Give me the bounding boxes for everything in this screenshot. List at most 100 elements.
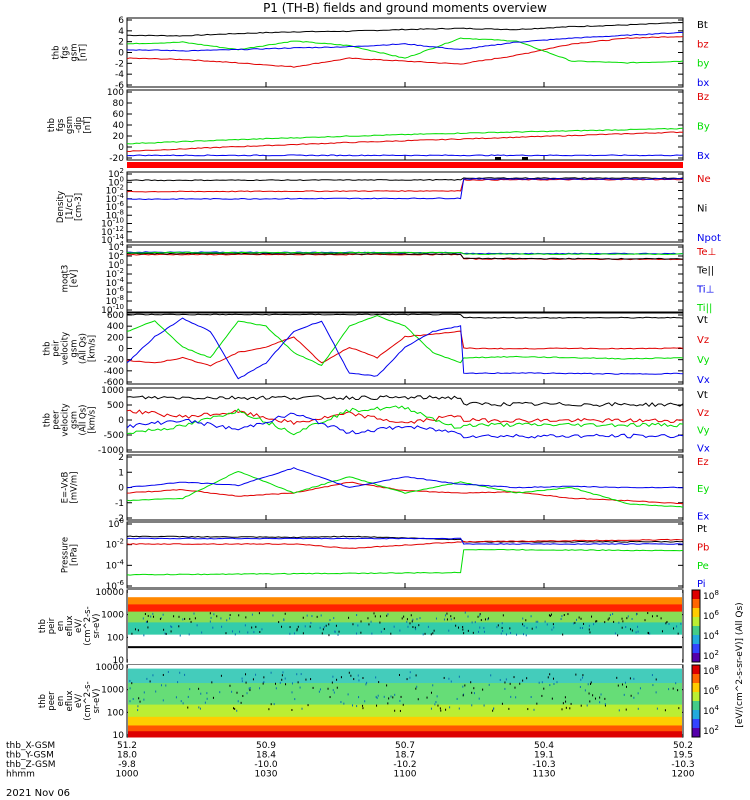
spectrogram-speckle [499,678,501,681]
colorbar-segment [692,653,700,663]
spectrogram-speckle [647,612,649,615]
spectrogram-speckle [201,631,203,634]
y-tick-label: 10-8 [106,208,124,221]
spectrogram-speckle [415,674,417,677]
spectrogram-speckle [358,679,360,682]
spectrogram-speckle [677,689,679,692]
colorbar-segment [692,599,700,609]
spectrogram-speckle [625,685,627,688]
spectrogram-speckle [383,627,385,630]
spectrogram-speckle [142,617,144,620]
spectrogram-speckle [588,624,590,627]
spectrogram-speckle [624,681,626,684]
spectrogram-speckle [535,626,537,629]
series-vy-line [126,314,684,366]
spectrogram-speckle [337,633,339,636]
spectrogram-speckle [390,632,392,635]
spectrogram-speckle [434,703,436,706]
spectrogram-speckle [409,622,411,625]
spectrogram-speckle [170,625,172,628]
spectrogram-speckle [234,707,236,710]
spectrogram-speckle [673,627,675,630]
spectrogram-speckle [604,621,606,624]
colorbar-segment [692,644,700,654]
spectrogram-speckle [165,632,167,635]
spectrogram-speckle [578,616,580,619]
y-tick-label: -500 [104,431,125,441]
spectrogram-speckle [565,700,567,703]
legend-pt: Pt [697,524,707,535]
spectrogram-speckle [622,620,624,623]
y-tick-label: 1 [118,468,124,478]
spectrogram-speckle [245,681,247,684]
spectrogram-speckle [588,692,590,695]
spectrogram-speckle [612,613,614,616]
spectrogram-speckle [496,626,498,629]
y-tick-label: 10-10 [101,217,124,230]
colorbar-segment [692,665,700,675]
spectrogram-speckle [651,615,653,618]
spectrogram-speckle [409,671,411,674]
spectrogram-speckle [327,687,329,690]
spectrogram-speckle [366,681,368,684]
panel-ylabel-line: peir [47,617,57,634]
spectrogram-speckle [245,616,247,619]
spectrogram-speckle [129,700,131,703]
panel-ylabel-line: eflux [65,615,75,636]
spectrogram-speckle [504,687,506,690]
y-tick-label: 100 [107,708,124,718]
spectrogram-speckle [631,629,633,632]
orbit-row-value: 1130 [533,770,556,780]
y-tick-label: 100 [107,88,124,98]
spectrogram-speckle [406,618,408,621]
spectrogram-speckle [400,695,402,698]
spectrogram-speckle [664,709,666,712]
spectrogram-speckle [189,617,191,620]
spectrogram-speckle [537,620,539,623]
series-vz-line [126,409,684,426]
y-tick-label: -2 [115,514,124,524]
spectrogram-speckle [543,687,545,690]
spectrogram-speckle [541,681,543,684]
spectrogram-speckle [399,709,401,712]
spectrogram-speckle [234,633,236,636]
spectrogram-speckle [318,690,320,693]
spectrogram-speckle [522,633,524,636]
spectrogram-speckle [352,623,354,626]
spectrogram-speckle [350,674,352,677]
series-ni-line [126,177,684,182]
spectrogram-speckle [560,618,562,621]
y-tick-label: 4 [118,27,124,37]
panel-ylabel-line: thb [47,118,57,132]
spectrogram-speckle [259,687,261,690]
panel-ylabel-line: [km/s] [88,335,98,362]
spectrogram-speckle [233,707,235,710]
spectrogram-speckle [278,621,280,624]
spectrogram-speckle [514,686,516,689]
spectrogram-speckle [212,696,214,699]
spectrogram-speckle [473,692,475,695]
orbit-row-label: hhmm [6,770,35,780]
spectrogram-speckle [302,616,304,619]
y-tick-label: 100 [108,175,124,188]
spectrogram-speckle [182,618,184,621]
orbit-row-value: 1200 [672,770,695,780]
spectrogram-speckle [338,630,340,633]
spectrogram-speckle [281,625,283,628]
colorbar-segment [692,710,700,720]
spectrogram-speckle [426,696,428,699]
spectrogram-band [128,668,682,684]
series-vz-line [126,330,684,367]
spectrogram-speckle [660,617,662,620]
spectrogram-speckle [239,630,241,633]
spectrogram-speckle [506,633,508,636]
spectrogram-speckle [593,623,595,626]
spectrogram-speckle [576,618,578,621]
spectrogram-speckle [629,677,631,680]
spectrogram-speckle [651,674,653,677]
spectrogram-speckle [392,696,394,699]
y-tick-label: -20 [109,154,124,164]
spectrogram-speckle [470,681,472,684]
spectrogram-speckle [247,631,249,634]
